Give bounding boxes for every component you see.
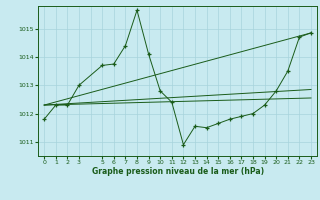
X-axis label: Graphe pression niveau de la mer (hPa): Graphe pression niveau de la mer (hPa) — [92, 167, 264, 176]
